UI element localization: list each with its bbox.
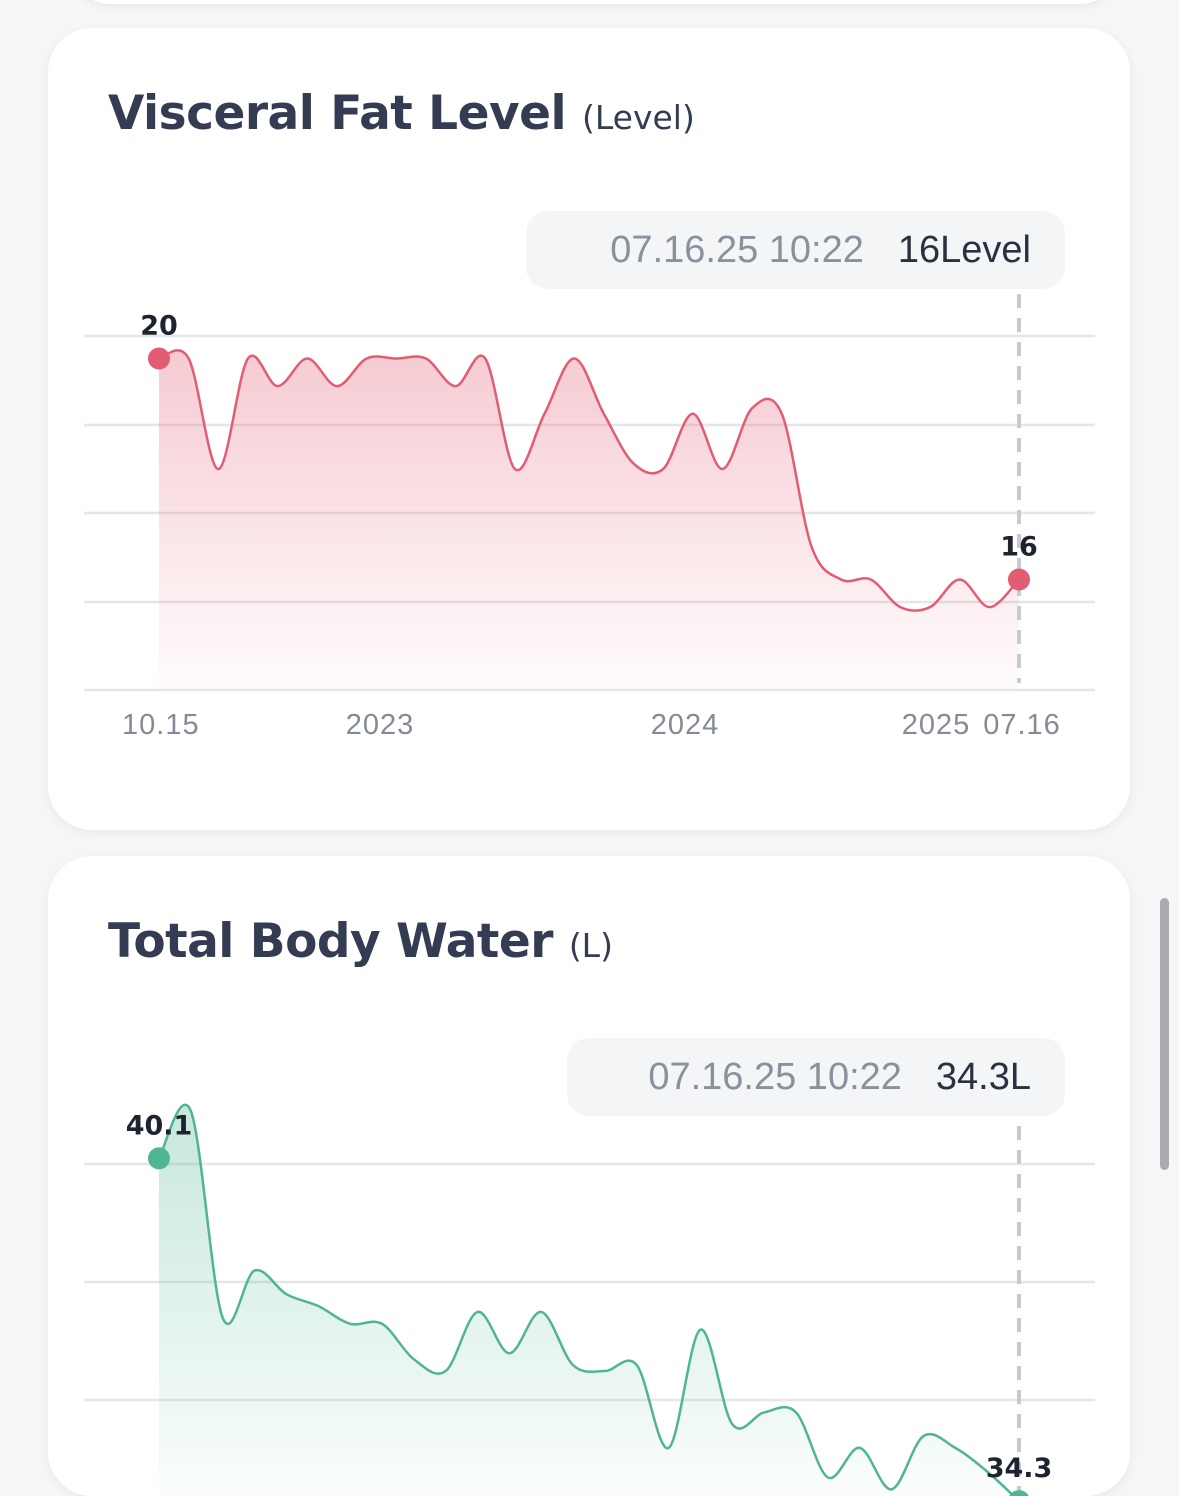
visceral-fat-card: Visceral Fat Level (Level) 07.16.25 10:2… bbox=[48, 28, 1130, 830]
selected-point-tooltip: 07.16.25 10:22 34.3L bbox=[567, 1038, 1065, 1116]
x-tick-label: 07.16 bbox=[983, 709, 1061, 741]
previous-card-bottom bbox=[70, 0, 1120, 4]
scrollbar[interactable] bbox=[1160, 898, 1169, 1170]
card-title-text: Visceral Fat Level bbox=[108, 86, 567, 141]
end-point bbox=[1008, 568, 1030, 591]
tooltip-date: 07.16.25 10:22 bbox=[648, 1055, 902, 1098]
total-body-water-card: Total Body Water (L) 07.16.25 10:22 34.3… bbox=[48, 856, 1130, 1496]
selected-point-tooltip: 07.16.25 10:22 16Level bbox=[526, 211, 1065, 289]
total-body-water-chart[interactable]: 40.1 34.3 bbox=[48, 856, 1130, 1496]
series-line bbox=[158, 349, 1020, 612]
x-tick-label: 2024 bbox=[651, 709, 720, 741]
start-value-label: 40.1 bbox=[126, 1110, 193, 1141]
start-point bbox=[148, 347, 170, 370]
tooltip-value: 16Level bbox=[897, 228, 1031, 271]
card-title: Visceral Fat Level (Level) bbox=[108, 86, 695, 141]
card-title-unit: (L) bbox=[568, 926, 613, 965]
start-point bbox=[148, 1147, 170, 1170]
series-area bbox=[159, 1104, 1019, 1496]
start-value-label: 20 bbox=[140, 311, 178, 342]
card-title: Total Body Water (L) bbox=[108, 914, 613, 969]
tooltip-value: 34.3L bbox=[935, 1055, 1031, 1098]
end-value-label: 16 bbox=[1000, 532, 1038, 563]
series-area bbox=[159, 350, 1019, 690]
visceral-fat-chart[interactable]: 20 16 10.15 2023 2024 2025 07.16 bbox=[48, 28, 1130, 830]
end-value-label: 34.3 bbox=[986, 1453, 1053, 1484]
tooltip-date: 07.16.25 10:22 bbox=[610, 228, 864, 271]
x-tick-label: 2023 bbox=[346, 709, 415, 741]
card-title-text: Total Body Water bbox=[108, 914, 553, 969]
x-tick-label: 10.15 bbox=[122, 709, 200, 741]
card-title-unit: (Level) bbox=[581, 98, 695, 137]
x-tick-label: 2025 bbox=[902, 709, 971, 741]
series-line bbox=[157, 1103, 1016, 1496]
